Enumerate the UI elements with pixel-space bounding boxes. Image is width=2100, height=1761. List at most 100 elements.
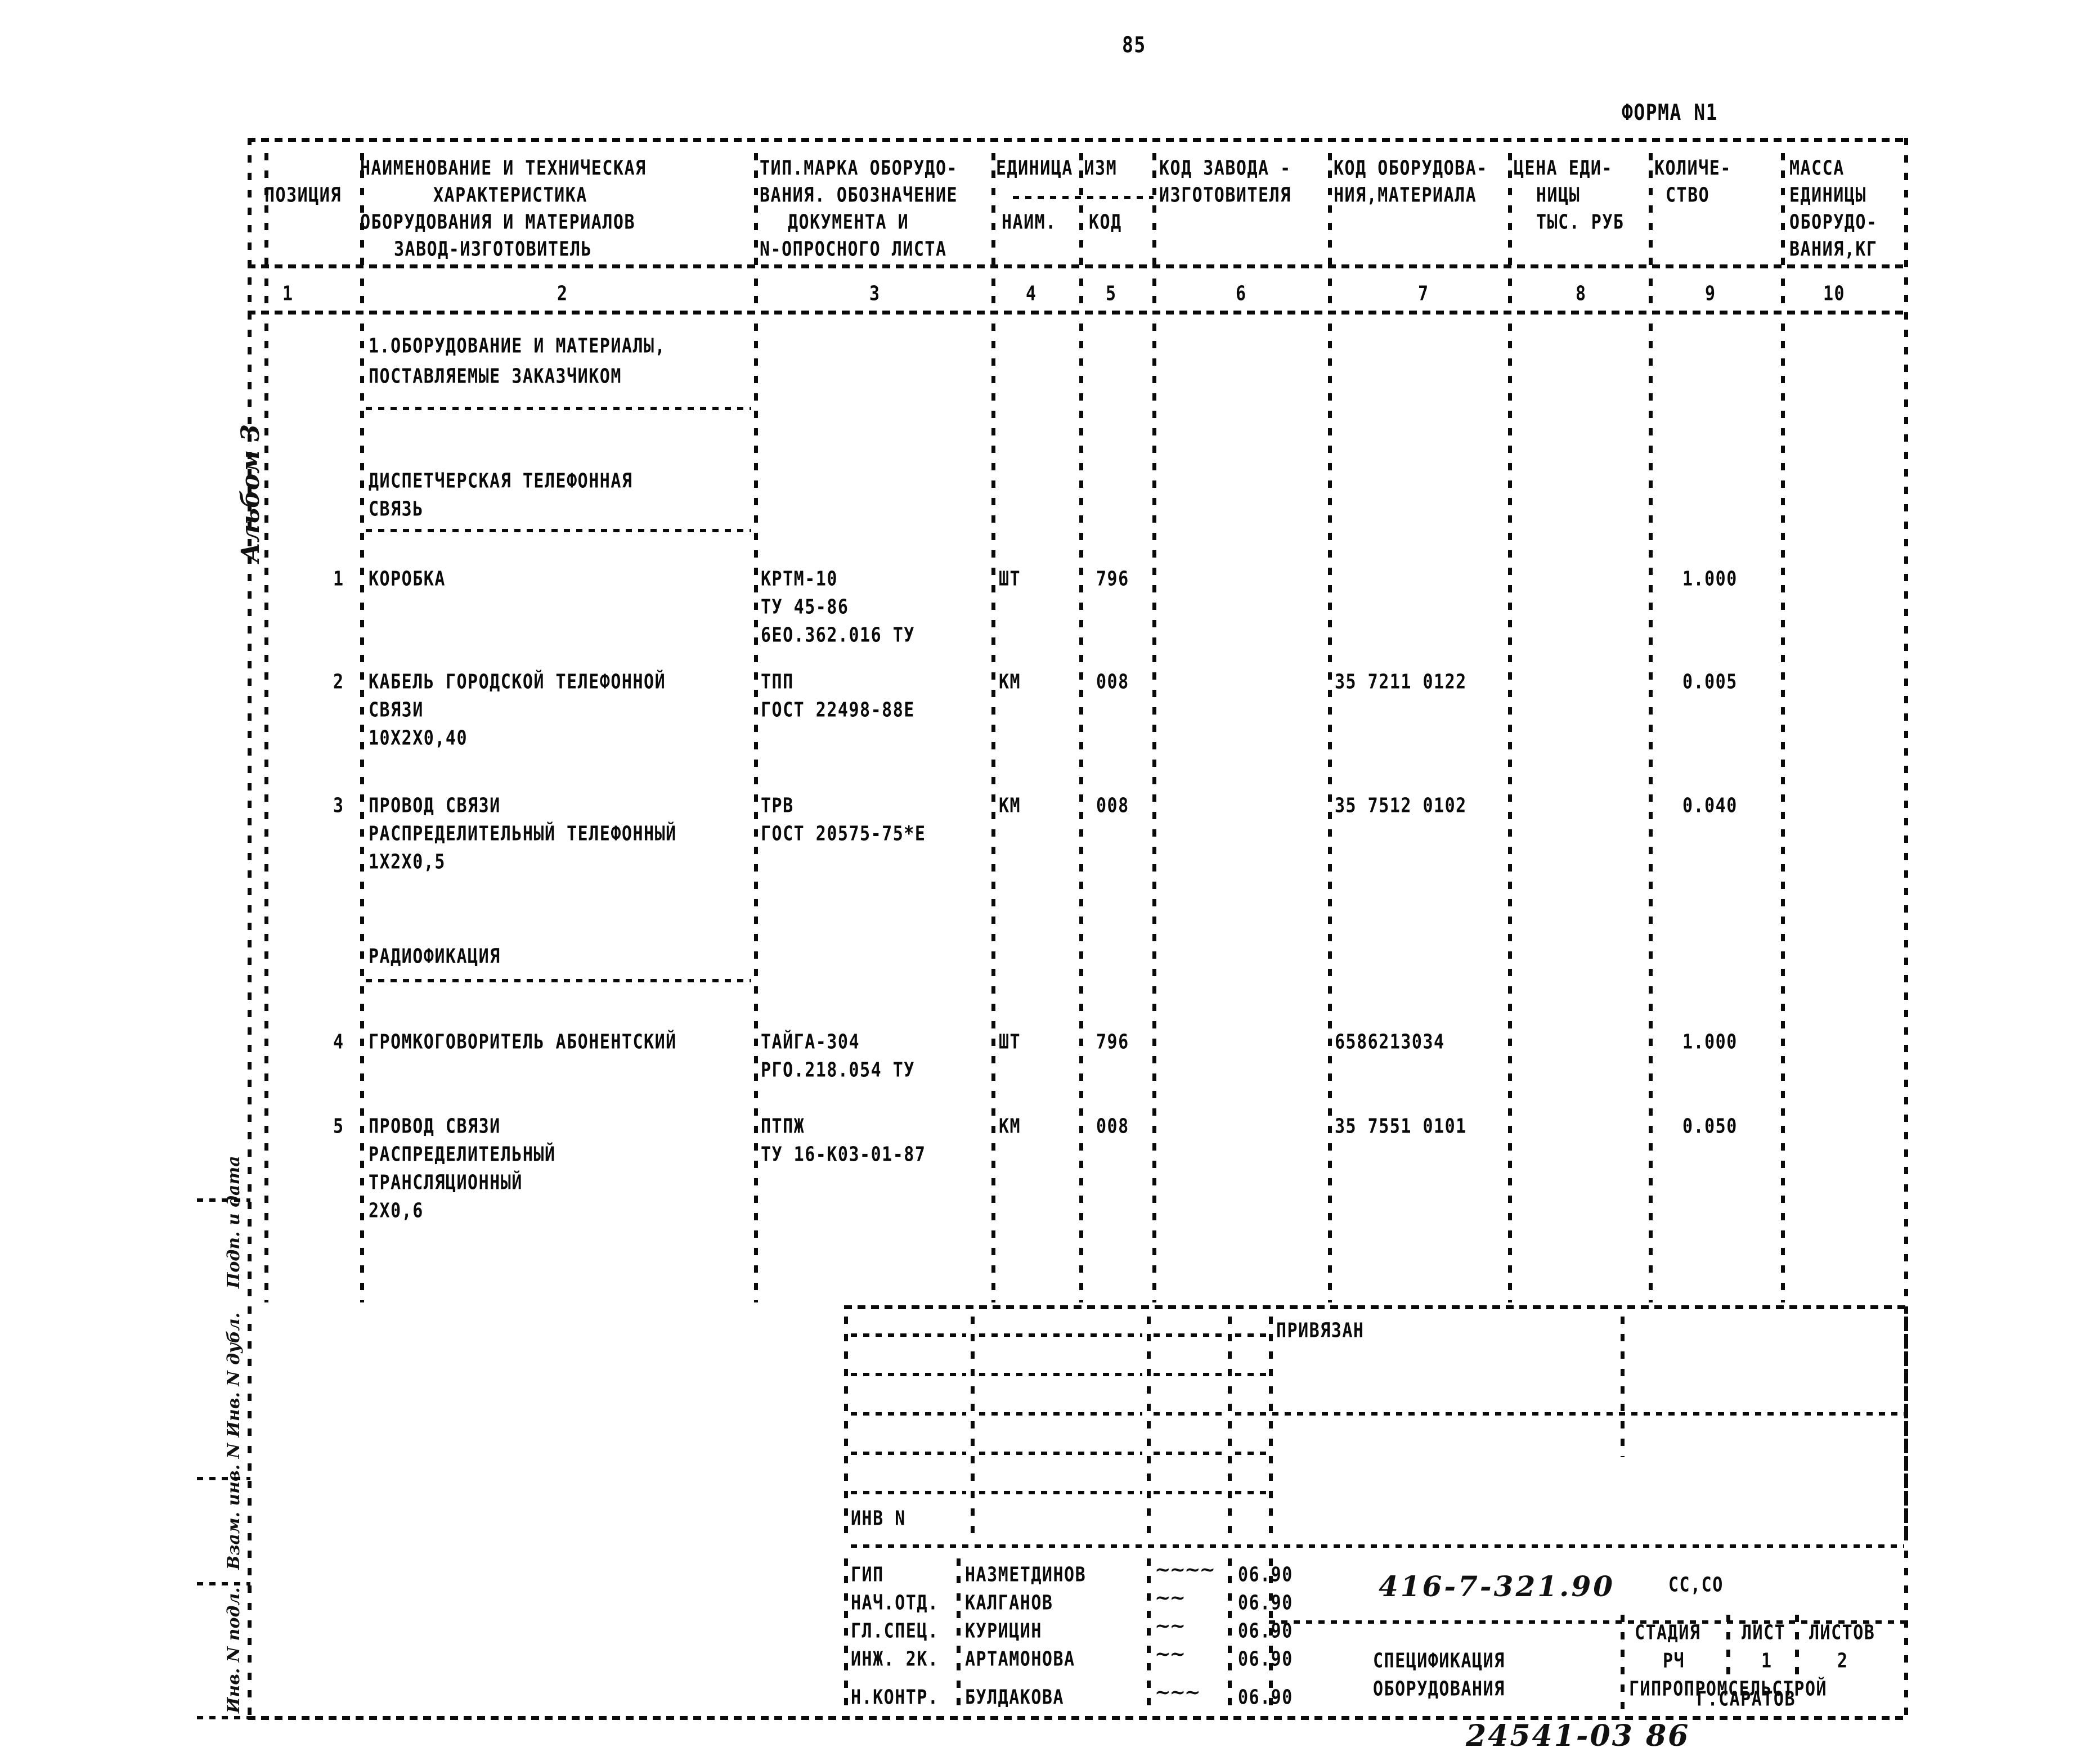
section-3-title-line1: РАДИОФИКАЦИЯ <box>369 945 501 968</box>
numrow-sep-7-8 <box>1508 278 1512 309</box>
row-5-name-line1: ПРОВОД СВЯЗИ <box>369 1115 501 1138</box>
body-sep-8-9 <box>1649 324 1653 1302</box>
row-2-position: 2 <box>333 670 344 694</box>
header-sep-4-5 <box>1079 153 1083 266</box>
column-number-2: 2 <box>557 282 568 306</box>
stage-value-listov: 2 <box>1837 1649 1848 1673</box>
row-2-type-line2: ГОСТ 22498-88Е <box>761 698 915 722</box>
stamp-rev-row1-c3 <box>1154 1333 1227 1337</box>
stamp-rev-vr-4 <box>1269 1317 1273 1536</box>
row-5-name-line2: РАСПРЕДЕЛИТЕЛЬНЫЙ <box>369 1143 556 1166</box>
body-sep-6-7 <box>1328 324 1332 1302</box>
row-4-position: 4 <box>333 1030 344 1054</box>
row-3-name-line1: ПРОВОД СВЯЗИ <box>369 794 501 817</box>
stamp-rev-row1-c1 <box>851 1333 966 1337</box>
column-number-3: 3 <box>869 282 881 306</box>
row-2-name-line2: СВЯЗИ <box>369 698 424 722</box>
stamp-sig-vr-2 <box>1147 1558 1151 1708</box>
stage-value-list: 1 <box>1761 1649 1773 1673</box>
stamp-rev-vr-1 <box>971 1317 975 1536</box>
section-1-title-line1: 1.ОБОРУДОВАНИЕ И МАТЕРИАЛЫ, <box>369 334 666 358</box>
body-sep-1-2 <box>360 324 364 1302</box>
header-sep-8-9 <box>1649 153 1653 266</box>
row-5-quantity: 0.050 <box>1682 1115 1738 1138</box>
header-bottom-rule <box>248 264 1908 268</box>
row-3-quantity: 0.040 <box>1682 794 1738 817</box>
stamp-sig-vr-1 <box>957 1558 961 1708</box>
frame-right-rule <box>1904 138 1908 1719</box>
revision-label: ПРИВЯЗАН <box>1276 1319 1365 1342</box>
row-3-name-line2: РАСПРЕДЕЛИТЕЛЬНЫЙ ТЕЛЕФОННЫЙ <box>369 822 677 846</box>
margin-note-2: Инв. N подл. <box>224 1587 244 1713</box>
doc-title-line1: СПЕЦИФИКАЦИЯ <box>1373 1649 1505 1673</box>
signature-mark-6: ~~~ <box>1155 1681 1200 1704</box>
row-5-equip-code: 35 7551 0101 <box>1335 1115 1467 1138</box>
margin-note-1: Взам. инв. N Инв. N дубл. <box>224 1312 244 1570</box>
body-sep-7-8 <box>1508 324 1512 1302</box>
row-1-type-line3: 6ЕО.362.016 ТУ <box>761 623 915 647</box>
stamp-rev-row3-c1 <box>851 1412 966 1416</box>
header-sep-1-2 <box>360 153 364 266</box>
signature-date-0: 06.90 <box>1238 1563 1293 1587</box>
row-2-unit-name: КМ <box>999 670 1021 694</box>
header-col8-line1: ЦЕНА ЕДИ- <box>1514 156 1613 180</box>
header-col7-line1: КОД ОБОРУДОВА- <box>1334 156 1488 180</box>
numrow-sep-1-2 <box>360 278 364 309</box>
row-2-quantity: 0.005 <box>1682 670 1738 694</box>
header-col5-line3: КОД <box>1089 210 1122 234</box>
row-3-name-line3: 1Х2Х0,5 <box>369 850 446 874</box>
signature-role-6: Н.КОНТР. <box>851 1686 939 1709</box>
frame-left-rule <box>248 138 252 1719</box>
row-3-unit-name: КМ <box>999 794 1021 817</box>
numrow-sep-4-5 <box>1079 278 1083 309</box>
stamp-rev-row4-c3 <box>1154 1452 1227 1455</box>
stamp-rev-vr-5 <box>1621 1317 1625 1457</box>
header-col3-line2: ВАНИЯ. ОБОЗНАЧЕНИЕ <box>760 183 958 207</box>
header-sep-5-6 <box>1152 153 1156 266</box>
page-number: 85 <box>1122 32 1146 58</box>
stage-header-list: ЛИСТ <box>1742 1621 1786 1645</box>
signature-name-0: НАЗМЕТДИНОВ <box>965 1563 1087 1587</box>
signature-name-3: АРТАМОНОВА <box>965 1647 1075 1671</box>
stamp-rev-row3-c2 <box>979 1412 1142 1416</box>
stamp-rev-vr-6 <box>1904 1317 1908 1536</box>
header-col4-line3: НАИМ. <box>1002 210 1057 234</box>
column-number-1: 1 <box>282 282 294 306</box>
header-col4-line1: ЕДИНИЦА ИЗМ <box>996 156 1118 180</box>
stamp-rev-row1-c4 <box>1235 1333 1269 1337</box>
bottom-code: 24541-03 86 <box>1466 1719 1690 1753</box>
stamp-title-rule <box>1269 1620 1905 1624</box>
stamp-rev-row2-c3 <box>1154 1373 1227 1376</box>
body-sep-left <box>264 324 268 1302</box>
header-sep-9-10 <box>1781 153 1785 266</box>
section-3-underline <box>366 979 751 982</box>
stage-value-stadia: РЧ <box>1663 1649 1685 1673</box>
header-col9-line1: КОЛИЧЕ- <box>1654 156 1731 180</box>
body-sep-4-5 <box>1079 324 1083 1302</box>
frame-bottom-rule <box>248 1716 1908 1720</box>
signature-role-3: ИНЖ. 2К. <box>851 1647 939 1671</box>
column-number-5: 5 <box>1106 282 1117 306</box>
signature-name-1: КАЛГАНОВ <box>965 1591 1053 1615</box>
header-col7-line2: НИЯ,МАТЕРИАЛА <box>1334 183 1477 207</box>
section-2-underline <box>366 529 751 532</box>
column-number-4: 4 <box>1026 282 1037 306</box>
stamp-rev-row5-c1 <box>851 1491 966 1494</box>
stamp-rev-row5-c4 <box>1235 1491 1269 1494</box>
doc-title-line2: ОБОРУДОВАНИЯ <box>1373 1677 1505 1701</box>
organization-city: Г.САРАТОВ <box>1697 1687 1796 1711</box>
signature-role-0: ГИП <box>851 1563 884 1587</box>
section-2-title-line2: СВЯЗЬ <box>369 497 424 521</box>
numrow-bottom-rule <box>248 311 1908 315</box>
signature-name-6: БУЛДАКОВА <box>965 1686 1065 1709</box>
row-3-type-line2: ГОСТ 20575-75*Е <box>761 822 926 846</box>
form-label: ФОРМА N1 <box>1622 99 1718 125</box>
row-4-equip-code: 6586213034 <box>1335 1030 1445 1054</box>
row-4-type-line1: ТАЙГА-304 <box>761 1030 860 1054</box>
row-3-unit-code: 008 <box>1096 794 1129 817</box>
stamp-stage-vr-0 <box>1621 1615 1625 1713</box>
stamp-stage-vr-1 <box>1726 1615 1730 1682</box>
numrow-sep-left <box>264 278 268 309</box>
margin-tick-3 <box>197 1716 250 1719</box>
numrow-sep-2-3 <box>754 278 758 309</box>
